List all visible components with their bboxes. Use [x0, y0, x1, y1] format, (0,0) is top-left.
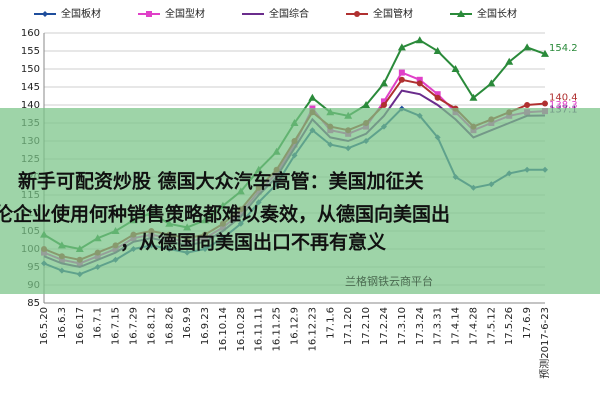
y-tick-label: 160	[21, 28, 40, 39]
x-tick-label: 16.11.25	[272, 307, 283, 352]
x-tick-label: 16.9.23	[200, 307, 211, 345]
x-tick-label: 16.6.3	[57, 307, 68, 339]
point	[451, 65, 460, 72]
point	[380, 98, 387, 105]
x-tick-label: 17.3.31	[433, 307, 444, 345]
overlay-text: ，从德国向美国出口不再有意义	[120, 231, 386, 254]
x-tick-label: 17.3.24	[415, 307, 426, 345]
x-tick-label: 17.5.26	[504, 307, 515, 345]
x-tick-label: 16.8.12	[146, 307, 157, 345]
y-tick-label: 150	[21, 64, 40, 75]
legend: 全国板材 全国型材 全国综合 全国管材 全国长材	[34, 7, 517, 20]
legend-label: 全国管材	[373, 7, 413, 20]
point	[362, 101, 371, 108]
x-tick-label: 17.3.10	[397, 307, 408, 345]
point	[505, 57, 514, 65]
point	[308, 93, 317, 101]
point	[398, 69, 405, 76]
x-tick-label: 17.1.20	[343, 307, 354, 345]
point	[397, 43, 406, 51]
point	[434, 91, 441, 98]
legend-label: 全国综合	[269, 7, 309, 20]
point	[523, 43, 532, 51]
point	[469, 93, 478, 101]
point	[524, 102, 531, 108]
x-tick-label: 17.2.24	[379, 307, 390, 345]
legend-label: 全国型材	[165, 7, 205, 20]
overlay-text: 伦企业使用何种销售策略都难以奏效，从德国向美国出	[0, 203, 450, 226]
x-tick-label: 16.7.15	[111, 307, 122, 345]
point	[415, 36, 424, 44]
x-tick-label: 17.6.9	[522, 307, 533, 339]
x-tick-label: 16.11.11	[254, 307, 265, 352]
legend-marker	[42, 11, 48, 17]
x-tick-label: 16.8.26	[164, 307, 175, 345]
end-label: 154.2	[549, 43, 578, 54]
point	[379, 79, 388, 87]
legend-marker	[457, 10, 465, 17]
x-tick-label: 17.4.28	[468, 307, 479, 345]
point	[487, 79, 496, 87]
y-tick-label: 155	[21, 46, 40, 57]
y-tick-label: 140	[21, 100, 40, 111]
watermark: 兰格钢铁云商平台	[345, 274, 433, 288]
point	[398, 76, 405, 83]
x-tick-label: 16.9.9	[182, 307, 193, 339]
x-tick-label: 16.10.14	[218, 307, 229, 352]
x-tick-label: 17.1.6	[325, 307, 336, 339]
legend-marker	[354, 11, 360, 17]
x-tick-label: 16.6.17	[75, 307, 86, 345]
legend-label: 全国长材	[477, 7, 517, 20]
point	[416, 76, 423, 83]
point	[416, 80, 423, 87]
point	[433, 47, 442, 54]
x-tick-label: 17.2.10	[361, 307, 372, 345]
end-label: 138.3	[549, 100, 578, 111]
overlay-band	[0, 108, 600, 294]
point	[380, 102, 387, 108]
x-tick-label: 16.12.23	[307, 307, 318, 352]
x-tick-label: 16.5.20	[39, 307, 50, 345]
point	[541, 49, 549, 57]
legend-label: 全国板材	[61, 7, 101, 20]
x-tick-label: 16.12.9	[290, 307, 301, 345]
overlay-text: 新手可配资炒股 德国大众汽车高管：美国加征关	[18, 170, 424, 193]
point	[434, 94, 441, 101]
point	[542, 100, 548, 107]
x-tick-label: 17.4.14	[451, 307, 462, 345]
x-tick-label: 预测2017-6-23	[538, 307, 551, 379]
y-tick-label: 85	[27, 298, 40, 309]
x-tick-label: 16.7.1	[93, 307, 104, 339]
end-label: 140.4	[549, 93, 578, 104]
x-tick-label: 16.7.29	[128, 307, 139, 345]
legend-marker	[146, 11, 152, 17]
overlay: 新手可配资炒股 德国大众汽车高管：美国加征关 伦企业使用何种销售策略都难以奏效，…	[0, 108, 600, 294]
x-tick-label: 16.10.28	[236, 307, 247, 352]
x-tick-label: 17.5.12	[486, 307, 497, 345]
y-tick-label: 145	[21, 82, 40, 93]
